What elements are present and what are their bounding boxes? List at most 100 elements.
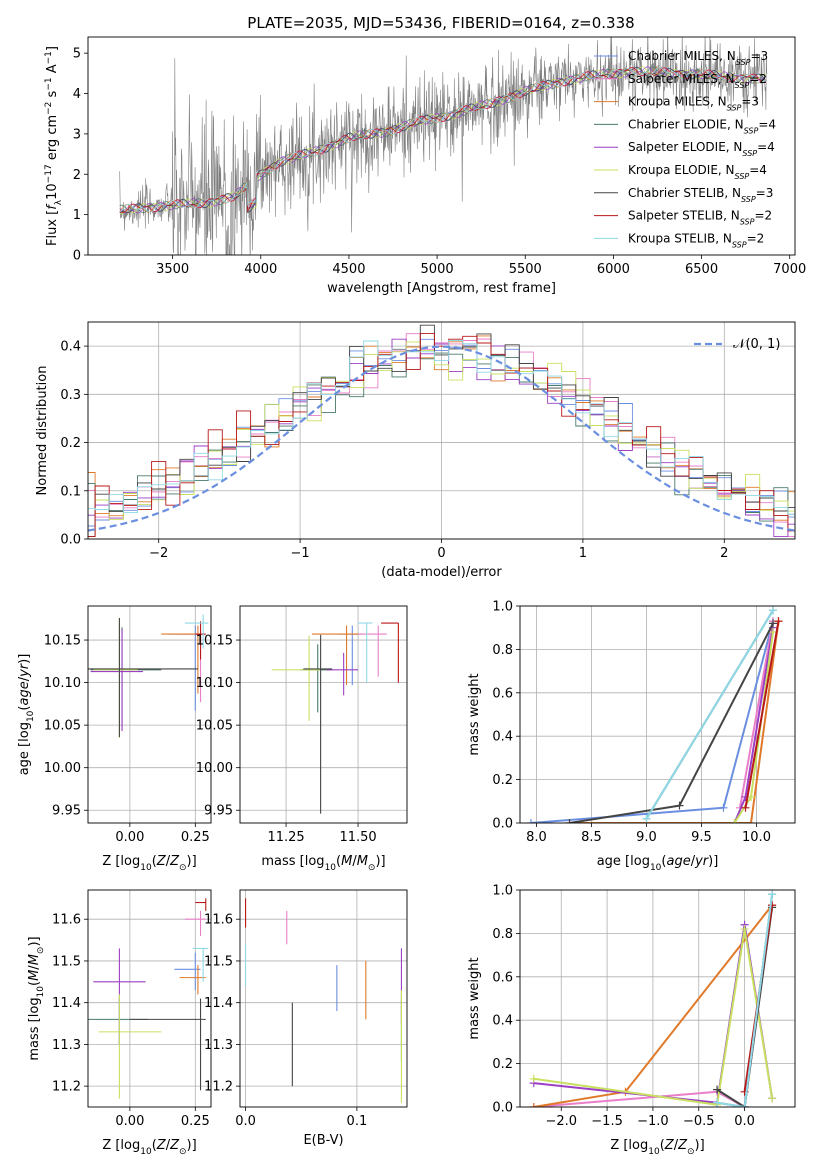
legend-label: Salpeter ELODIE, NSSP=4 [628, 140, 775, 158]
axes-frame [519, 889, 796, 1108]
axes-frame [239, 889, 408, 1108]
x-tick-label: −0.5 [683, 1114, 715, 1129]
label-part: Z [log [102, 854, 140, 869]
x-tick-label: −2.0 [545, 1114, 577, 1129]
x-tick-label: 11.50 [339, 830, 376, 845]
legend-label: 𝒩(0, 1) [733, 337, 780, 352]
plot-area [245, 898, 402, 1103]
legend-label-sub: SSP [732, 240, 747, 249]
legend-label: Chabrier STELIB, NSSP=3 [628, 186, 773, 204]
x-tick-label: 6000 [597, 262, 630, 277]
y-tick-label: 11.4 [204, 996, 233, 1011]
label-part: )] [187, 1138, 197, 1153]
y-tick-label: 1.0 [492, 600, 513, 615]
label-part: −2 [44, 102, 54, 115]
y-tick-label: 0.1 [60, 484, 81, 499]
weight-marker [768, 901, 777, 910]
x-tick-label: −1.5 [591, 1114, 623, 1129]
weight-marker [565, 819, 574, 823]
legend-label-main: Salpeter MILES, N [628, 72, 735, 86]
label-part: 10 [325, 863, 337, 873]
label-part: / [166, 854, 171, 869]
label-part: / [17, 676, 32, 681]
label-part: Z [169, 1138, 180, 1153]
axes-spectrum: 3500 4000 4500 5000 5500 6000 6500 7000 0 1 2 3 4 5 wa… [44, 36, 806, 296]
observed-spectrum-line [119, 37, 768, 255]
plot-area [119, 37, 768, 255]
plot-area [88, 614, 209, 738]
weight-marker [719, 803, 728, 812]
histogram-series [88, 352, 795, 522]
y-axis-label: Normed distribution [35, 366, 50, 496]
legend: 𝒩(0, 1) [694, 337, 780, 352]
weight-marker [740, 1103, 749, 1107]
x-axis-label: (data-model)/error [381, 565, 502, 580]
x-axis-label: Z [log10(Z/Z⊙)] [102, 854, 196, 873]
legend-label: Kroupa MILES, NSSP=3 [628, 95, 759, 113]
label-part: Z [log [610, 1138, 648, 1153]
y-tick-label: 0.0 [60, 533, 81, 548]
x-tick-label: 8.5 [581, 830, 602, 845]
label-part: age [log [17, 722, 32, 775]
y-tick-label: 4 [73, 87, 81, 102]
label-part: ⊙ [368, 863, 376, 873]
y-tick-label: 11.4 [52, 996, 81, 1011]
label-part: ( [660, 1138, 665, 1153]
y-tick-label: 0.6 [492, 686, 513, 701]
y-tick-label: 0 [73, 249, 81, 264]
axes-ebv-mass: 0.0 0.1 11.2 11.3 11.4 11.5 11.6 E(B-V) [204, 889, 408, 1148]
legend-label-tail: =4 [749, 163, 767, 177]
weight-marker [741, 803, 750, 812]
label-part: A [45, 64, 60, 77]
legend-label-tail: =4 [758, 117, 776, 131]
label-part: Z [677, 1138, 688, 1153]
y-axis-label: mass weight [467, 673, 482, 755]
x-tick-label: 4500 [332, 262, 365, 277]
legend-label-sub: SSP [741, 194, 756, 203]
x-tick-label: 9.0 [636, 830, 657, 845]
axes-mass-age: 11.25 11.50 9.95 10.00 10.05 10.10 10.15 mass [… [196, 605, 408, 873]
y-axis-label: mass [log10(M/M⊙)] [27, 936, 46, 1060]
x-tick-label: 0.0 [235, 1114, 256, 1129]
weight-marker [642, 814, 651, 823]
label-part: age [log [597, 854, 650, 869]
label-part: / [27, 965, 42, 970]
axes-frame [239, 605, 408, 824]
label-part: yr [17, 662, 32, 678]
label-part: s [45, 90, 60, 101]
x-tick-label: 1 [579, 546, 587, 561]
x-tick-label: 2 [720, 546, 728, 561]
legend-label-tail: =3 [750, 49, 768, 63]
x-tick-label: 8.0 [526, 830, 547, 845]
weight-marker [529, 1074, 538, 1083]
weight-line [744, 621, 780, 808]
label-part: ( [336, 854, 341, 869]
x-tick-label: 5000 [421, 262, 454, 277]
y-tick-label: 10.00 [44, 761, 81, 776]
histogram-series [88, 340, 795, 515]
x-tick-label: 9.5 [691, 830, 712, 845]
y-tick-label: 11.3 [204, 1038, 233, 1053]
label-part: )] [27, 936, 42, 946]
x-tick-label: 0.25 [181, 830, 210, 845]
x-tick-label: 0.1 [347, 1114, 368, 1129]
label-part: / [691, 854, 696, 869]
label-part: ( [27, 981, 42, 986]
figure-title: PLATE=2035, MJD=53436, FIBERID=0164, z=0… [247, 14, 634, 32]
label-part: ( [152, 854, 157, 869]
y-tick-label: 0.8 [492, 927, 513, 942]
label-part: )] [187, 854, 197, 869]
weight-marker [713, 1085, 722, 1094]
label-part: −1 [44, 51, 54, 64]
x-axis-label: Z [log10(Z/Z⊙)] [610, 1138, 704, 1157]
legend-label-tail: =3 [756, 186, 774, 200]
y-tick-label: 11.6 [52, 913, 81, 928]
axes-age-weight: 8.0 8.5 9.0 9.5 10.0 0.0 0.2 0.4 0.6 0.8 1.0 mass w… [467, 600, 796, 873]
x-tick-label: 0.00 [115, 830, 144, 845]
y-tick-label: 10.10 [196, 676, 233, 691]
axes-frame [87, 889, 212, 1108]
legend-label-tail: =3 [741, 95, 759, 109]
label-part: ⊙ [36, 947, 46, 955]
